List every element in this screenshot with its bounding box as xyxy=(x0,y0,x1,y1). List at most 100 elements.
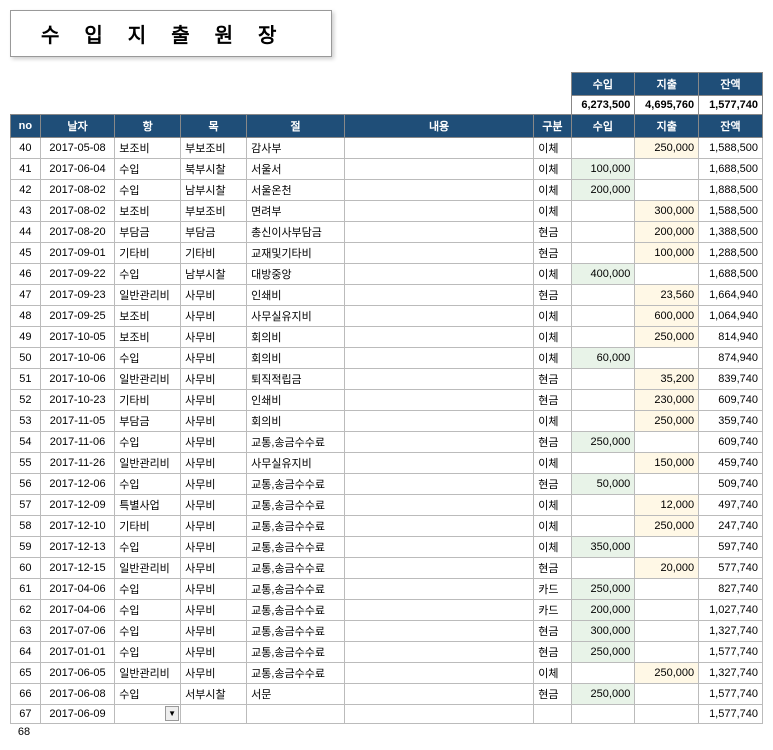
cell-gubun[interactable]: 현금 xyxy=(534,432,571,453)
table-row[interactable]: 472017-09-23일반관리비사무비인쇄비현금23,5601,664,940 xyxy=(11,285,763,306)
cell-out[interactable]: 250,000 xyxy=(635,516,699,537)
table-row[interactable]: 562017-12-06수입사무비교통,송금수수료현금50,000509,740 xyxy=(11,474,763,495)
cell-bal[interactable]: 827,740 xyxy=(699,579,763,600)
cell-out[interactable]: 600,000 xyxy=(635,306,699,327)
cell-date[interactable]: 2017-09-01 xyxy=(40,243,114,264)
cell-jeol[interactable]: 사무실유지비 xyxy=(247,453,345,474)
cell-bal[interactable]: 1,688,500 xyxy=(699,159,763,180)
cell-hang[interactable]: 특별사업 xyxy=(115,495,181,516)
cell-gubun[interactable]: 이체 xyxy=(534,411,571,432)
cell-hang[interactable]: 부담금 xyxy=(115,222,181,243)
cell-out[interactable] xyxy=(635,348,699,369)
table-row[interactable]: 622017-04-06수입사무비교통,송금수수료카드200,0001,027,… xyxy=(11,600,763,621)
cell-date[interactable]: 2017-04-06 xyxy=(40,579,114,600)
cell-no[interactable]: 56 xyxy=(11,474,41,495)
col-no[interactable]: no xyxy=(11,115,41,138)
cell-jeol[interactable]: 교통,송금수수료 xyxy=(247,579,345,600)
cell-in[interactable]: 60,000 xyxy=(571,348,635,369)
cell-hang[interactable]: 보조비 xyxy=(115,306,181,327)
cell-in[interactable] xyxy=(571,222,635,243)
cell-out[interactable]: 20,000 xyxy=(635,558,699,579)
cell-jeol[interactable]: 교통,송금수수료 xyxy=(247,558,345,579)
cell-hang[interactable]: ▼ xyxy=(115,705,181,724)
cell-hang[interactable]: 수입 xyxy=(115,348,181,369)
cell-date[interactable]: 2017-06-09 xyxy=(40,705,114,724)
cell-mok[interactable]: 부보조비 xyxy=(181,138,247,159)
cell-gubun[interactable]: 이체 xyxy=(534,537,571,558)
cell-hang[interactable]: 수입 xyxy=(115,474,181,495)
cell-in[interactable] xyxy=(571,201,635,222)
cell-content[interactable] xyxy=(344,705,533,724)
cell-jeol[interactable]: 교통,송금수수료 xyxy=(247,600,345,621)
cell-jeol[interactable]: 총신이사부담금 xyxy=(247,222,345,243)
cell-bal[interactable]: 1,064,940 xyxy=(699,306,763,327)
cell-bal[interactable]: 1,577,740 xyxy=(699,705,763,724)
cell-in[interactable]: 300,000 xyxy=(571,621,635,642)
cell-jeol[interactable]: 대방중앙 xyxy=(247,264,345,285)
cell-mok[interactable]: 사무비 xyxy=(181,348,247,369)
cell-gubun[interactable]: 이체 xyxy=(534,348,571,369)
cell-no[interactable]: 51 xyxy=(11,369,41,390)
cell-no[interactable]: 43 xyxy=(11,201,41,222)
cell-mok[interactable]: 사무비 xyxy=(181,285,247,306)
cell-mok[interactable]: 남부시찰 xyxy=(181,180,247,201)
table-row[interactable]: 662017-06-08수입서부시찰서문현금250,0001,577,740 xyxy=(11,684,763,705)
cell-date[interactable]: 2017-11-06 xyxy=(40,432,114,453)
cell-bal[interactable]: 874,940 xyxy=(699,348,763,369)
cell-bal[interactable]: 1,664,940 xyxy=(699,285,763,306)
cell-mok[interactable]: 사무비 xyxy=(181,516,247,537)
cell-in[interactable]: 50,000 xyxy=(571,474,635,495)
cell-out[interactable] xyxy=(635,432,699,453)
cell-hang[interactable]: 수입 xyxy=(115,159,181,180)
table-row[interactable]: 672017-06-09▼1,577,740 xyxy=(11,705,763,724)
cell-bal[interactable]: 1,577,740 xyxy=(699,684,763,705)
cell-date[interactable]: 2017-12-13 xyxy=(40,537,114,558)
table-row[interactable]: 452017-09-01기타비기타비교재및기타비현금100,0001,288,5… xyxy=(11,243,763,264)
cell-hang[interactable]: 일반관리비 xyxy=(115,453,181,474)
cell-jeol[interactable]: 교재및기타비 xyxy=(247,243,345,264)
cell-hang[interactable]: 수입 xyxy=(115,600,181,621)
cell-hang[interactable]: 보조비 xyxy=(115,138,181,159)
cell-bal[interactable]: 609,740 xyxy=(699,390,763,411)
cell-gubun[interactable]: 이체 xyxy=(534,663,571,684)
table-row[interactable]: 552017-11-26일반관리비사무비사무실유지비이체150,000459,7… xyxy=(11,453,763,474)
cell-in[interactable] xyxy=(571,453,635,474)
cell-content[interactable] xyxy=(344,537,533,558)
table-row[interactable]: 612017-04-06수입사무비교통,송금수수료카드250,000827,74… xyxy=(11,579,763,600)
cell-mok[interactable]: 사무비 xyxy=(181,579,247,600)
cell-out[interactable] xyxy=(635,180,699,201)
cell-gubun[interactable]: 이체 xyxy=(534,306,571,327)
cell-mok[interactable]: 사무비 xyxy=(181,453,247,474)
cell-out[interactable] xyxy=(635,621,699,642)
cell-gubun[interactable]: 이체 xyxy=(534,138,571,159)
cell-content[interactable] xyxy=(344,516,533,537)
cell-mok[interactable]: 사무비 xyxy=(181,306,247,327)
cell-no[interactable]: 52 xyxy=(11,390,41,411)
cell-hang[interactable]: 기타비 xyxy=(115,243,181,264)
cell-gubun[interactable]: 이체 xyxy=(534,516,571,537)
col-date[interactable]: 날자 xyxy=(40,115,114,138)
cell-in[interactable] xyxy=(571,516,635,537)
cell-no[interactable]: 49 xyxy=(11,327,41,348)
cell-mok[interactable]: 사무비 xyxy=(181,558,247,579)
cell-bal[interactable]: 1,288,500 xyxy=(699,243,763,264)
cell-jeol[interactable] xyxy=(247,705,345,724)
cell-in[interactable]: 250,000 xyxy=(571,432,635,453)
cell-no[interactable]: 45 xyxy=(11,243,41,264)
cell-out[interactable]: 250,000 xyxy=(635,327,699,348)
cell-in[interactable] xyxy=(571,411,635,432)
cell-out[interactable]: 12,000 xyxy=(635,495,699,516)
cell-hang[interactable]: 기타비 xyxy=(115,516,181,537)
cell-no[interactable]: 66 xyxy=(11,684,41,705)
cell-hang[interactable]: 수입 xyxy=(115,579,181,600)
cell-in[interactable] xyxy=(571,306,635,327)
cell-mok[interactable]: 사무비 xyxy=(181,663,247,684)
cell-no[interactable]: 41 xyxy=(11,159,41,180)
cell-in[interactable]: 350,000 xyxy=(571,537,635,558)
cell-mok[interactable]: 남부시찰 xyxy=(181,264,247,285)
cell-date[interactable]: 2017-08-02 xyxy=(40,180,114,201)
cell-date[interactable]: 2017-07-06 xyxy=(40,621,114,642)
cell-out[interactable]: 250,000 xyxy=(635,411,699,432)
cell-content[interactable] xyxy=(344,264,533,285)
cell-hang[interactable]: 수입 xyxy=(115,537,181,558)
